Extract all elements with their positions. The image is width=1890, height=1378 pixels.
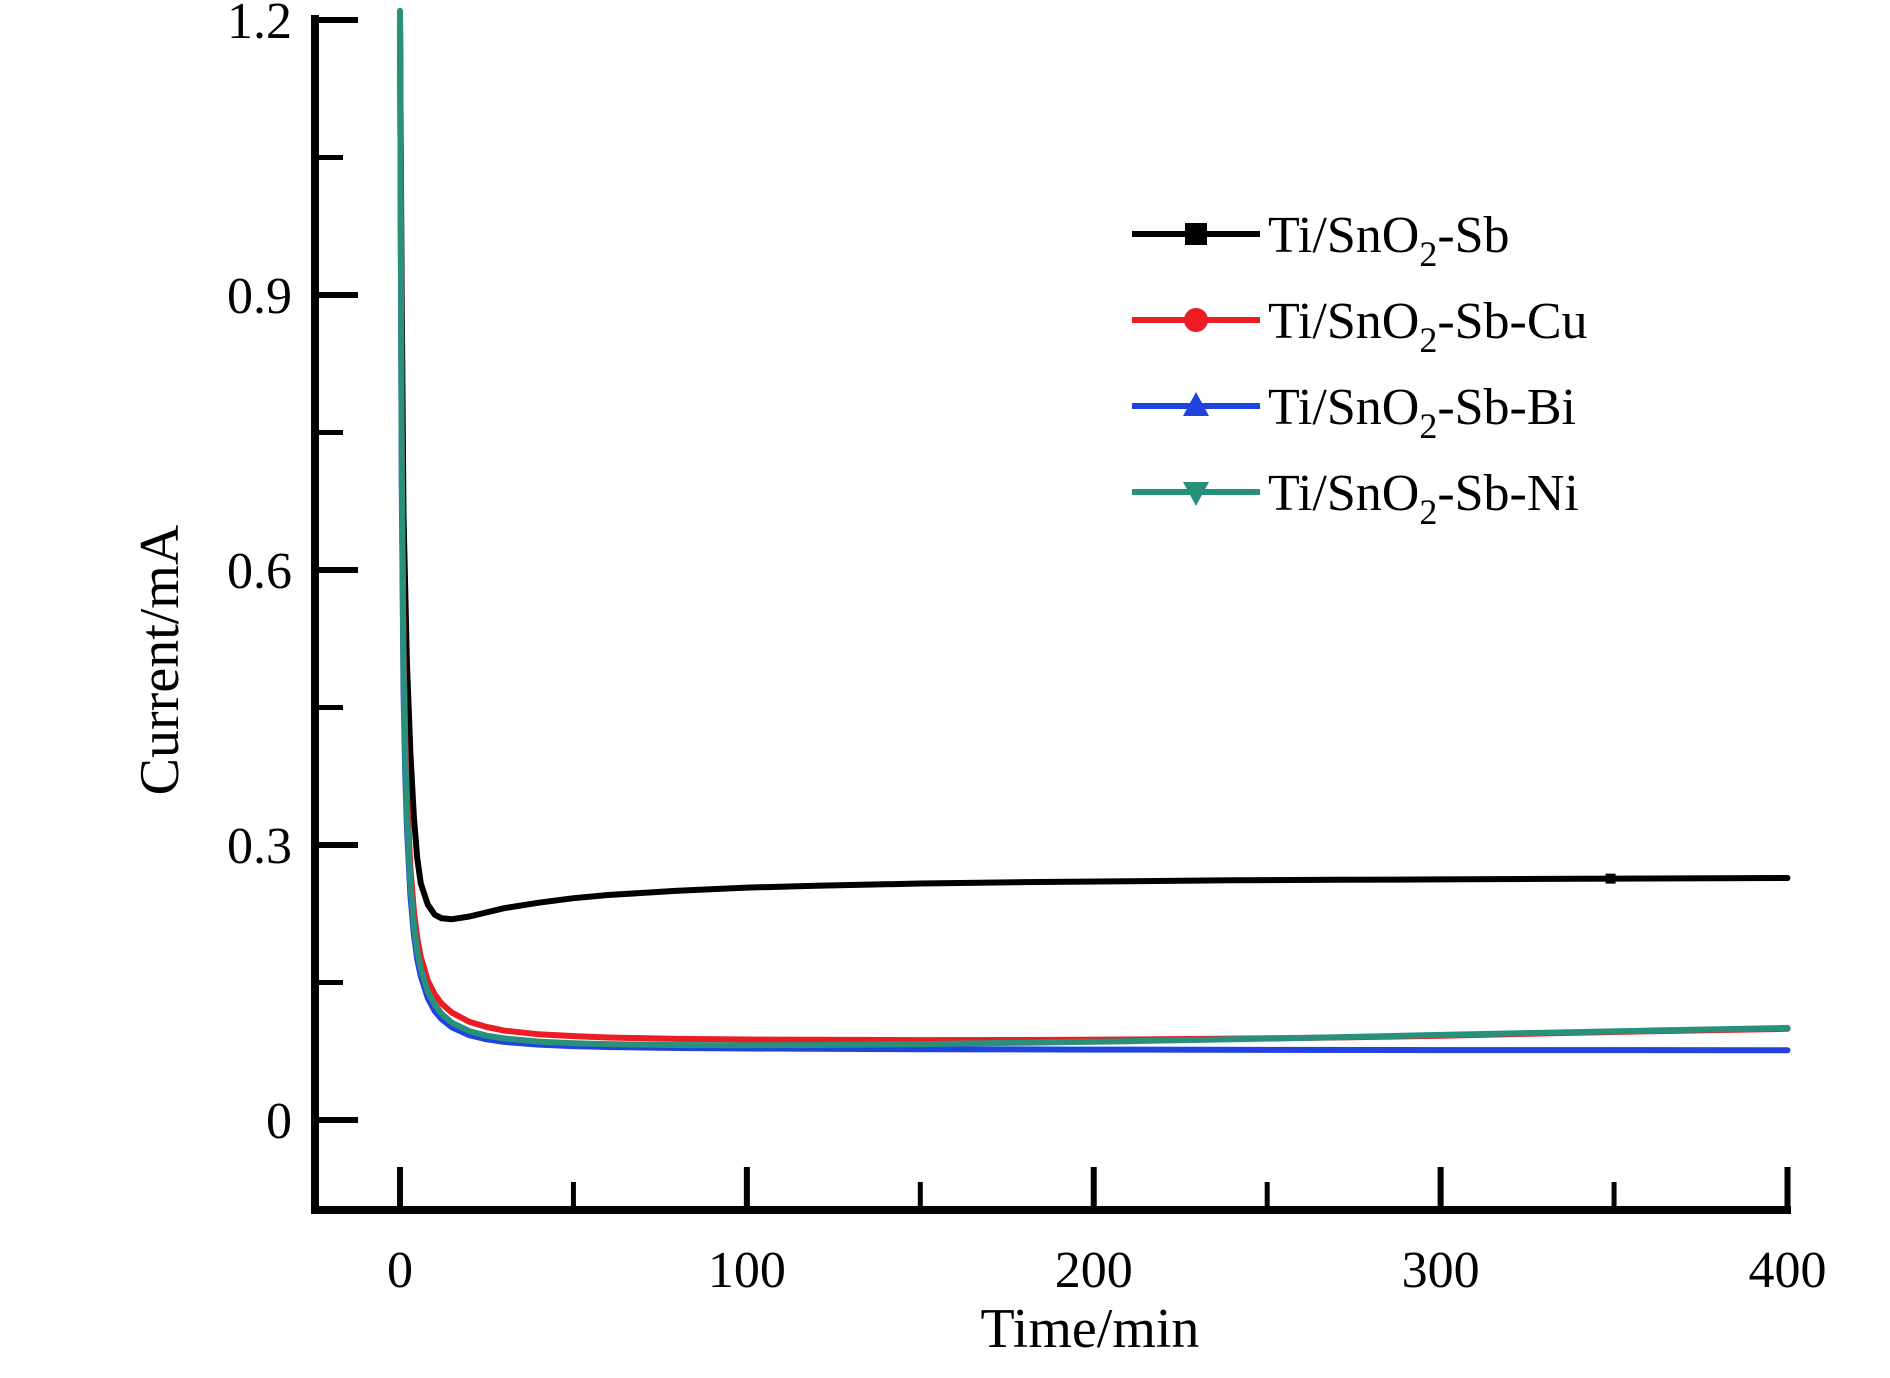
x-axis-title: Time/min [981,1298,1200,1360]
y-tick-label: 0.6 [227,543,292,600]
legend-item-Ti-SnO2-Sb: Ti/SnO2-Sb [1132,207,1510,274]
legend-label: Ti/SnO2-Sb-Cu [1268,293,1588,360]
y-tick-label: 0.9 [227,268,292,325]
y-tick-label: 1.2 [227,0,292,50]
x-tick-label: 100 [708,1242,786,1299]
axes: 0 100 200 300 400 0 0.3 0.6 0.9 1.2 [227,0,1827,1299]
legend: Ti/SnO2-Sb Ti/SnO2-Sb-Cu Ti/SnO2-Sb-Bi Ti/S… [1132,207,1588,532]
series-point-marker [1605,873,1616,884]
legend-label: Ti/SnO2-Sb [1268,207,1510,274]
legend-item-Ti-SnO2-Sb-Bi: Ti/SnO2-Sb-Bi [1132,379,1576,446]
legend-label: Ti/SnO2-Sb-Bi [1268,379,1576,446]
y-axis-title: Current/mA [129,524,191,795]
series-line-Ti-SnO2-Sb-Cu [397,17,1791,1044]
legend-item-Ti-SnO2-Sb-Ni: Ti/SnO2-Sb-Ni [1132,465,1579,532]
legend-item-Ti-SnO2-Sb-Cu: Ti/SnO2-Sb-Cu [1132,293,1588,360]
series-line-Ti-SnO2-Sb-Ni [397,7,1791,1049]
legend-triangle-down-marker-icon [1183,482,1209,506]
plot-series [397,7,1791,1054]
x-tick-label: 0 [387,1242,413,1299]
x-tick-label: 400 [1749,1242,1827,1299]
legend-square-marker-icon [1185,223,1207,245]
legend-circle-marker-icon [1184,308,1208,332]
y-tick-label: 0.3 [227,818,292,875]
legend-label: Ti/SnO2-Sb-Ni [1268,465,1579,532]
x-tick-label: 300 [1402,1242,1480,1299]
y-tick-label: 0 [266,1093,292,1150]
x-tick-label: 200 [1055,1242,1133,1299]
series-line-Ti-SnO2-Sb [397,17,1791,923]
legend-triangle-up-marker-icon [1183,392,1209,416]
